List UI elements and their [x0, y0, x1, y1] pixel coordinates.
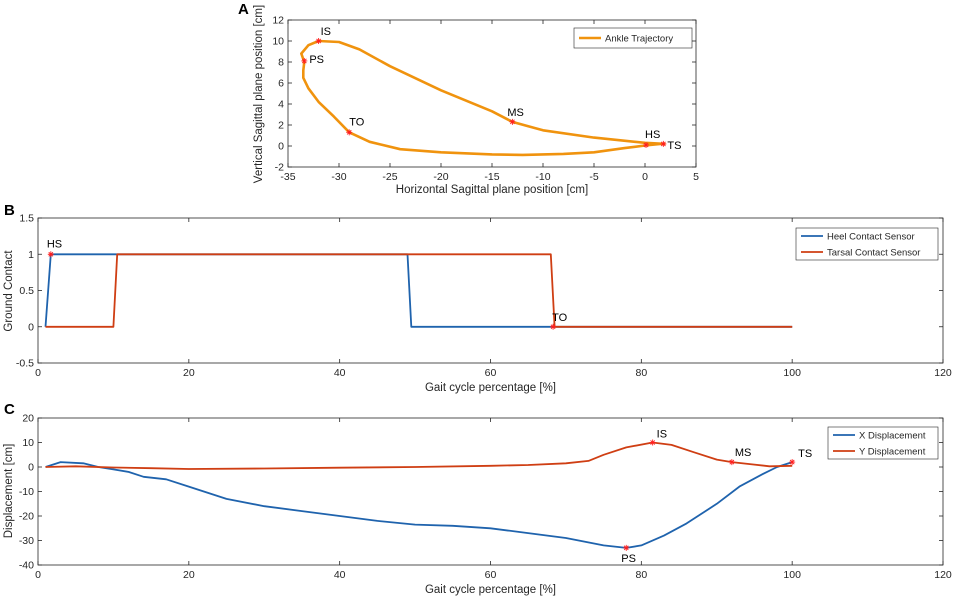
- x-axis-label: Gait cycle percentage [%]: [425, 382, 556, 394]
- x-axis-label: Horizontal Sagittal plane position [cm]: [396, 184, 588, 196]
- x-tick-label: 5: [693, 171, 699, 183]
- legend-entry: Y Displacement: [859, 447, 926, 458]
- marker-label-ts: TS: [667, 140, 681, 152]
- legend-entry: Heel Contact Sensor: [827, 232, 915, 243]
- y-axis-label: Ground Contact: [3, 250, 15, 332]
- y-axis-label: Displacement [cm]: [3, 444, 15, 539]
- marker-label-ps: PS: [309, 54, 324, 66]
- marker-ms: [728, 459, 735, 466]
- x-tick-label: 20: [183, 367, 195, 379]
- x-tick-label: -30: [331, 171, 346, 183]
- marker-label-hs: HS: [645, 129, 660, 141]
- series-line-ankle-trajectory: [300, 39, 666, 157]
- marker-ps: [623, 544, 630, 551]
- x-tick-label: -35: [280, 171, 295, 183]
- x-tick-label: 60: [485, 367, 497, 379]
- x-tick-label: 80: [635, 569, 647, 581]
- panel-letter: C: [4, 401, 15, 418]
- legend-entry: Tarsal Contact Sensor: [827, 248, 920, 259]
- x-tick-label: 0: [35, 569, 41, 581]
- marker-is: [649, 439, 656, 446]
- marker-hs: [643, 141, 650, 148]
- x-tick-label: 40: [334, 569, 346, 581]
- y-tick-label: -10: [19, 486, 34, 498]
- x-tick-label: -25: [382, 171, 397, 183]
- legend-box: [573, 27, 693, 49]
- legend-box: [827, 426, 939, 460]
- x-tick-label: -15: [484, 171, 499, 183]
- y-tick-label: 0: [278, 141, 284, 153]
- y-tick-label: 2: [278, 120, 284, 132]
- y-tick-label: -40: [19, 560, 34, 572]
- marker-hs: [47, 251, 54, 258]
- x-tick-label: 0: [35, 367, 41, 379]
- y-tick-label: 0: [28, 462, 34, 474]
- marker-is: [315, 38, 322, 44]
- y-tick-label: -2: [275, 162, 284, 174]
- marker-label-ms: MS: [735, 447, 752, 459]
- plot-area: [37, 417, 944, 566]
- y-tick-label: 10: [22, 437, 34, 449]
- x-tick-label: -5: [589, 171, 598, 183]
- x-tick-label: 100: [783, 367, 801, 379]
- legend-entry: X Displacement: [859, 431, 926, 442]
- plot-area: [37, 217, 944, 364]
- y-tick-label: 4: [278, 99, 284, 111]
- marker-to: [346, 129, 353, 136]
- y-tick-label: 1.5: [19, 213, 34, 225]
- marker-label-is: IS: [321, 26, 331, 38]
- marker-ps: [301, 57, 308, 64]
- x-tick-label: -20: [433, 171, 448, 183]
- y-tick-label: 6: [278, 78, 284, 90]
- marker-label-to: TO: [349, 116, 365, 128]
- panel-letter: A: [238, 1, 249, 18]
- series-line-x-displacement: [45, 461, 793, 549]
- x-axis-label: Gait cycle percentage [%]: [425, 584, 556, 596]
- y-tick-label: -30: [19, 535, 34, 547]
- panel-letter: B: [4, 202, 15, 219]
- series-line-tarsal-contact-sensor: [45, 253, 793, 328]
- marker-ms: [509, 118, 516, 125]
- marker-ts: [789, 459, 796, 466]
- marker-label-ms: MS: [507, 107, 524, 119]
- y-tick-label: -0.5: [16, 358, 34, 370]
- x-tick-label: 0: [642, 171, 648, 183]
- marker-label-hs: HS: [47, 238, 62, 250]
- x-tick-label: 20: [183, 569, 195, 581]
- marker-label-is: IS: [657, 429, 667, 441]
- marker-label-ts: TS: [798, 448, 812, 460]
- y-tick-label: -20: [19, 511, 34, 523]
- x-tick-label: -10: [535, 171, 550, 183]
- y-tick-label: 0.5: [19, 285, 34, 297]
- x-tick-label: 120: [934, 367, 952, 379]
- legend-entry: Ankle Trajectory: [605, 34, 673, 45]
- marker-ts: [660, 140, 667, 147]
- y-tick-label: 8: [278, 57, 284, 69]
- panel-a: -35 -30 -25 -20 -15 -10 -5 0 5-2024681012Horizon…: [238, 1, 699, 196]
- marker-label-ps: PS: [621, 553, 636, 565]
- x-tick-label: 60: [485, 569, 497, 581]
- marker-to: [550, 323, 557, 330]
- legend-box: [795, 227, 939, 261]
- y-tick-label: 10: [272, 36, 284, 48]
- x-tick-label: 100: [783, 569, 801, 581]
- x-tick-label: 120: [934, 569, 952, 581]
- series-line-y-displacement: [45, 441, 793, 470]
- y-axis-label: Vertical Sagittal plane position [cm]: [253, 5, 265, 183]
- panel-c: 0 20 40 60 80 100 120 -40 -30 -20 -10 0 10 20 Gait cyc…: [3, 401, 952, 596]
- x-tick-label: 40: [334, 367, 346, 379]
- y-tick-label: 1: [28, 249, 34, 261]
- x-tick-label: 80: [635, 367, 647, 379]
- y-tick-label: 20: [22, 413, 34, 425]
- y-tick-label: 0: [28, 321, 34, 333]
- y-tick-label: 12: [272, 15, 284, 27]
- marker-label-to: TO: [552, 312, 568, 324]
